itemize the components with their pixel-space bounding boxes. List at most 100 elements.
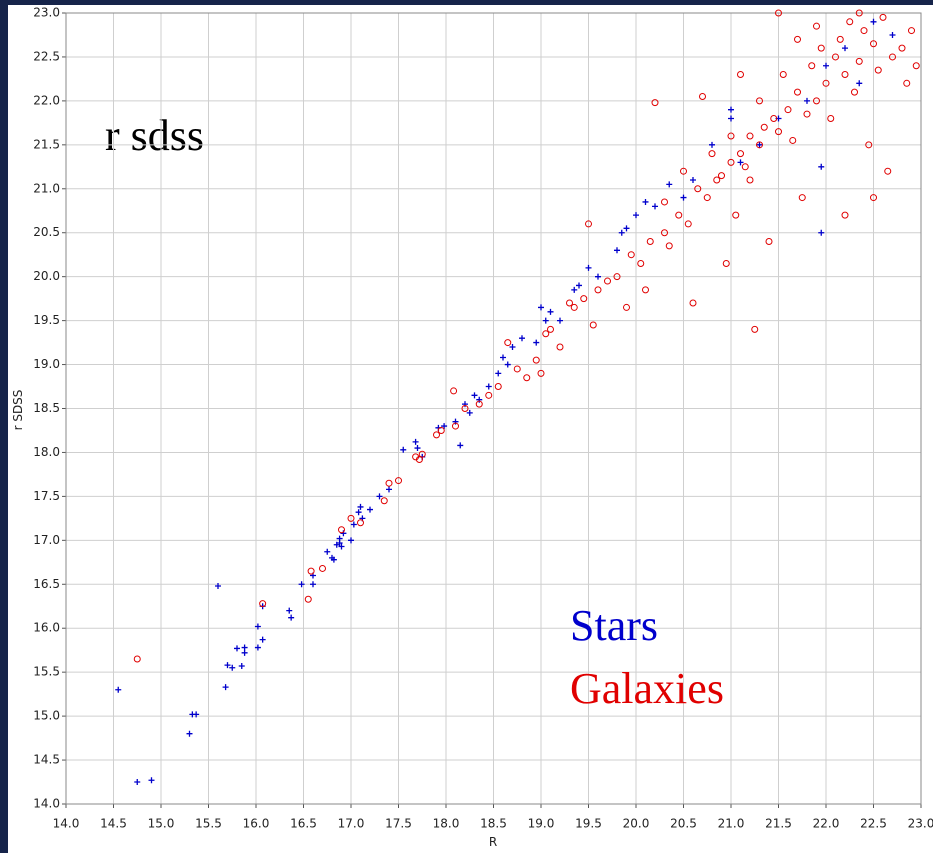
- galaxy-point: [604, 277, 611, 285]
- x-tick-label: 15.0: [148, 817, 175, 831]
- galaxy-point: [504, 339, 512, 347]
- star-point: [298, 581, 305, 588]
- galaxy-point: [537, 369, 545, 377]
- x-tick-label: 17.5: [385, 817, 412, 831]
- star-point: [186, 730, 193, 737]
- x-tick-label: 21.0: [718, 817, 745, 831]
- galaxy-point: [304, 595, 312, 603]
- galaxy-point: [494, 383, 502, 391]
- galaxy-point: [694, 185, 702, 193]
- star-point: [367, 506, 373, 513]
- star-point: [215, 583, 221, 590]
- star-point: [259, 636, 266, 643]
- galaxy-point: [357, 519, 364, 527]
- x-tick-label: 19.0: [528, 817, 555, 831]
- galaxy-point: [437, 426, 445, 434]
- galaxy-point: [708, 150, 716, 158]
- star-point: [504, 361, 511, 368]
- galaxy-point: [556, 343, 564, 351]
- star-point: [533, 339, 540, 346]
- x-tick-label: 18.5: [480, 817, 507, 831]
- star-point: [355, 509, 362, 516]
- star-point: [500, 354, 506, 361]
- star-point: [485, 383, 492, 390]
- star-point: [709, 141, 715, 148]
- star-point: [756, 141, 763, 148]
- galaxy-point: [646, 238, 654, 246]
- star-point: [340, 530, 347, 537]
- galaxy-point: [395, 477, 402, 485]
- star-point: [229, 664, 236, 671]
- annotation: r sdss: [105, 111, 204, 160]
- galaxy-point: [566, 299, 573, 307]
- star-point: [495, 370, 502, 377]
- galaxy-point: [613, 273, 621, 281]
- galaxy-point: [433, 431, 440, 439]
- star-point: [115, 686, 122, 693]
- galaxy-point: [775, 128, 782, 136]
- y-tick-label: 17.5: [33, 489, 60, 503]
- galaxy-point: [684, 220, 692, 228]
- star-point: [804, 97, 810, 104]
- star-point: [870, 18, 877, 25]
- y-tick-label: 15.0: [33, 709, 60, 723]
- star-point: [728, 106, 734, 113]
- galaxy-point: [803, 110, 811, 118]
- galaxy-point: [452, 422, 459, 430]
- star-point: [737, 159, 744, 166]
- star-point: [224, 662, 231, 669]
- galaxy-point: [855, 57, 863, 65]
- y-tick-label: 14.5: [33, 753, 60, 767]
- galaxy-point: [746, 132, 754, 140]
- galaxy-point: [461, 405, 469, 412]
- galaxy-point: [727, 132, 735, 140]
- y-tick-label: 16.5: [33, 577, 60, 591]
- galaxy-point: [841, 211, 849, 219]
- star-point: [148, 777, 155, 784]
- galaxy-point: [319, 564, 326, 572]
- star-point: [614, 247, 620, 254]
- galaxy-point: [570, 303, 578, 311]
- galaxy-point: [722, 259, 730, 267]
- galaxy-point: [756, 141, 763, 149]
- star-point: [376, 493, 383, 500]
- galaxy-point: [627, 251, 635, 259]
- y-tick-label: 22.0: [33, 93, 60, 107]
- star-point: [134, 779, 141, 786]
- star-point: [889, 31, 896, 38]
- galaxy-point: [898, 44, 906, 52]
- galaxy-point: [822, 79, 830, 87]
- x-tick-label: 16.0: [243, 817, 270, 831]
- galaxy-point: [870, 194, 877, 202]
- star-point: [338, 543, 345, 550]
- star-point: [633, 212, 639, 219]
- x-tick-label: 17.0: [338, 817, 365, 831]
- x-tick-label: 22.0: [813, 817, 840, 831]
- y-tick-label: 18.5: [33, 401, 60, 415]
- star-point: [412, 438, 419, 445]
- star-point: [348, 537, 354, 544]
- galaxy-point: [908, 27, 915, 35]
- x-tick-label: 23.0: [908, 817, 933, 831]
- galaxy-point: [912, 62, 920, 70]
- galaxy-point: [855, 9, 863, 17]
- star-point: [690, 176, 696, 183]
- y-tick-label: 20.5: [33, 225, 60, 239]
- galaxy-point: [817, 44, 825, 52]
- y-tick-label: 20.0: [33, 269, 60, 283]
- galaxy-point: [813, 97, 820, 105]
- galaxy-point: [589, 321, 597, 329]
- y-tick-label: 23.0: [33, 6, 60, 20]
- galaxy-point: [665, 242, 673, 250]
- y-tick-label: 18.0: [33, 445, 60, 459]
- y-tick-label: 19.5: [33, 313, 60, 327]
- star-point: [476, 396, 483, 403]
- y-tick-label: 19.0: [33, 357, 60, 371]
- galaxy-point: [689, 299, 697, 307]
- x-tick-label: 21.5: [765, 817, 792, 831]
- star-point: [680, 194, 687, 201]
- y-tick-label: 14.0: [33, 797, 60, 811]
- galaxy-point: [770, 114, 778, 122]
- galaxy-point: [718, 172, 725, 180]
- star-point: [357, 503, 364, 510]
